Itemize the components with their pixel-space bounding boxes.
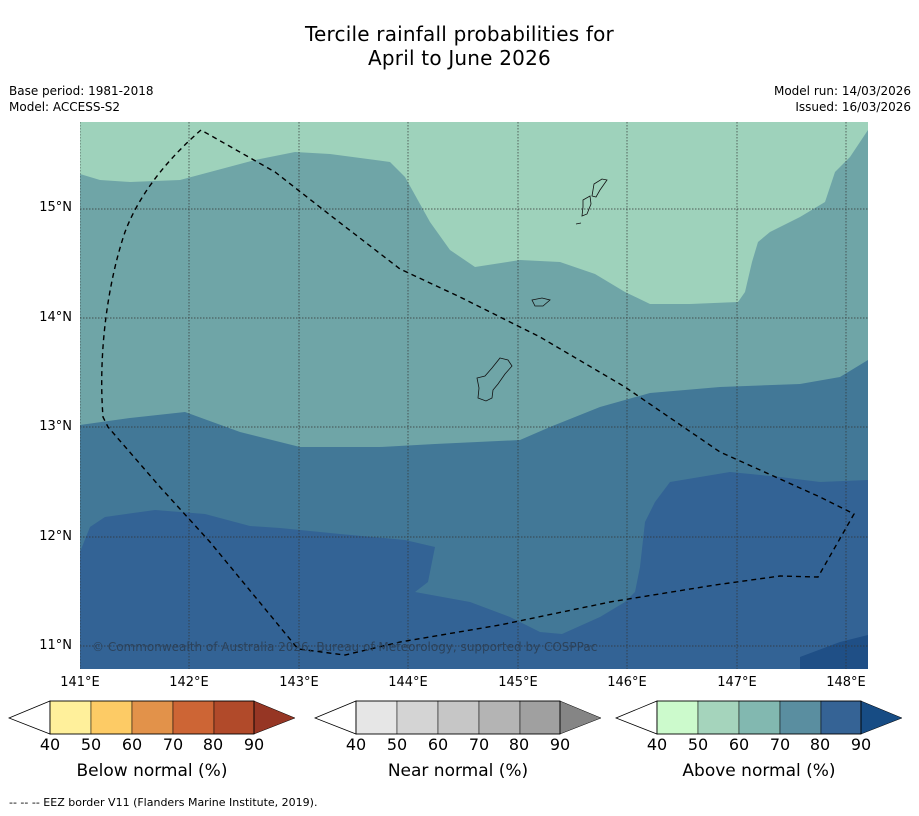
near-tick-70: 70 xyxy=(468,735,490,754)
lat-label-13n: 13°N xyxy=(39,419,72,434)
below-tick-40: 40 xyxy=(39,735,61,754)
near-swatch-50-60 xyxy=(396,700,439,735)
lon-label-143e: 143°E xyxy=(279,675,319,690)
colorbar-above xyxy=(615,700,903,735)
lat-label-15n: 15°N xyxy=(39,200,72,215)
near-extend-low xyxy=(314,700,357,735)
above-tick-70: 70 xyxy=(769,735,791,754)
near-colorbar-title: Near normal (%) xyxy=(387,761,529,781)
above-tick-50: 50 xyxy=(687,735,709,754)
below-swatch-70-80 xyxy=(172,700,215,735)
island-guam xyxy=(476,357,513,402)
lon-label-148e: 148°E xyxy=(826,675,866,690)
above-swatch-50-60 xyxy=(697,700,740,735)
lon-label-144e: 144°E xyxy=(388,675,428,690)
model-name: Model: ACCESS-S2 xyxy=(9,100,121,114)
below-swatch-80-90 xyxy=(213,700,255,735)
island-aguijan xyxy=(575,222,582,225)
above-tick-60: 60 xyxy=(728,735,750,754)
lon-label-145e: 145°E xyxy=(498,675,538,690)
lat-label-11n: 11°N xyxy=(39,638,72,653)
base-period: Base period: 1981-2018 xyxy=(9,84,154,98)
above-swatch-80-90 xyxy=(820,700,862,735)
title-line-2: April to June 2026 xyxy=(368,46,551,70)
above-tick-40: 40 xyxy=(646,735,668,754)
meta-right: Model run: 14/03/2026 Issued: 16/03/2026 xyxy=(774,83,911,115)
near-tick-50: 50 xyxy=(386,735,408,754)
lon-label-146e: 146°E xyxy=(607,675,647,690)
chart-title: Tercile rainfall probabilities for April… xyxy=(0,22,919,70)
forecast-map xyxy=(80,122,868,669)
lon-label-141e: 141°E xyxy=(60,675,100,690)
above-swatch-70-80 xyxy=(779,700,822,735)
near-tick-40: 40 xyxy=(345,735,367,754)
near-tick-90: 90 xyxy=(549,735,571,754)
island-rota xyxy=(531,297,551,307)
below-extend-low xyxy=(8,700,51,735)
below-tick-50: 50 xyxy=(80,735,102,754)
zone-above-40-50 xyxy=(80,122,868,304)
eez-footnote: -- -- -- EEZ border V11 (Flanders Marine… xyxy=(9,796,318,809)
below-tick-60: 60 xyxy=(121,735,143,754)
near-swatch-80-90 xyxy=(519,700,561,735)
zone-above-90-plus xyxy=(800,635,868,669)
below-swatch-60-70 xyxy=(131,700,174,735)
meta-left: Base period: 1981-2018 Model: ACCESS-S2 xyxy=(9,83,154,115)
colorbar-near xyxy=(314,700,602,735)
colorbar-below xyxy=(8,700,296,735)
model-run: Model run: 14/03/2026 xyxy=(773,84,911,98)
lat-label-12n: 12°N xyxy=(39,529,72,544)
below-colorbar-title: Below normal (%) xyxy=(76,761,228,781)
copyright-notice: © Commonwealth of Australia 2026, Bureau… xyxy=(92,640,598,654)
lat-label-14n: 14°N xyxy=(39,310,72,325)
graticule xyxy=(80,122,868,669)
near-tick-80: 80 xyxy=(508,735,530,754)
zone-above-80-90 xyxy=(80,472,868,669)
above-swatch-60-70 xyxy=(738,700,781,735)
below-extend-high xyxy=(253,700,296,735)
below-tick-80: 80 xyxy=(202,735,224,754)
eez-border xyxy=(101,129,855,656)
near-extend-high xyxy=(559,700,602,735)
near-swatch-40-50 xyxy=(355,700,398,735)
near-swatch-60-70 xyxy=(437,700,480,735)
island-saipan xyxy=(591,178,608,198)
issued-date: Issued: 16/03/2026 xyxy=(795,100,911,114)
lon-label-147e: 147°E xyxy=(717,675,757,690)
above-extend-low xyxy=(615,700,658,735)
near-tick-60: 60 xyxy=(427,735,449,754)
below-swatch-40-50 xyxy=(49,700,92,735)
above-extend-high xyxy=(860,700,903,735)
below-tick-70: 70 xyxy=(162,735,184,754)
above-tick-80: 80 xyxy=(809,735,831,754)
lon-label-142e: 142°E xyxy=(169,675,209,690)
title-line-1: Tercile rainfall probabilities for xyxy=(305,22,614,46)
above-swatch-40-50 xyxy=(656,700,699,735)
below-tick-90: 90 xyxy=(243,735,265,754)
near-swatch-70-80 xyxy=(478,700,521,735)
above-colorbar-title: Above normal (%) xyxy=(682,761,836,781)
island-tinian xyxy=(581,195,592,217)
above-tick-90: 90 xyxy=(850,735,872,754)
below-swatch-50-60 xyxy=(90,700,133,735)
islands xyxy=(476,178,608,402)
